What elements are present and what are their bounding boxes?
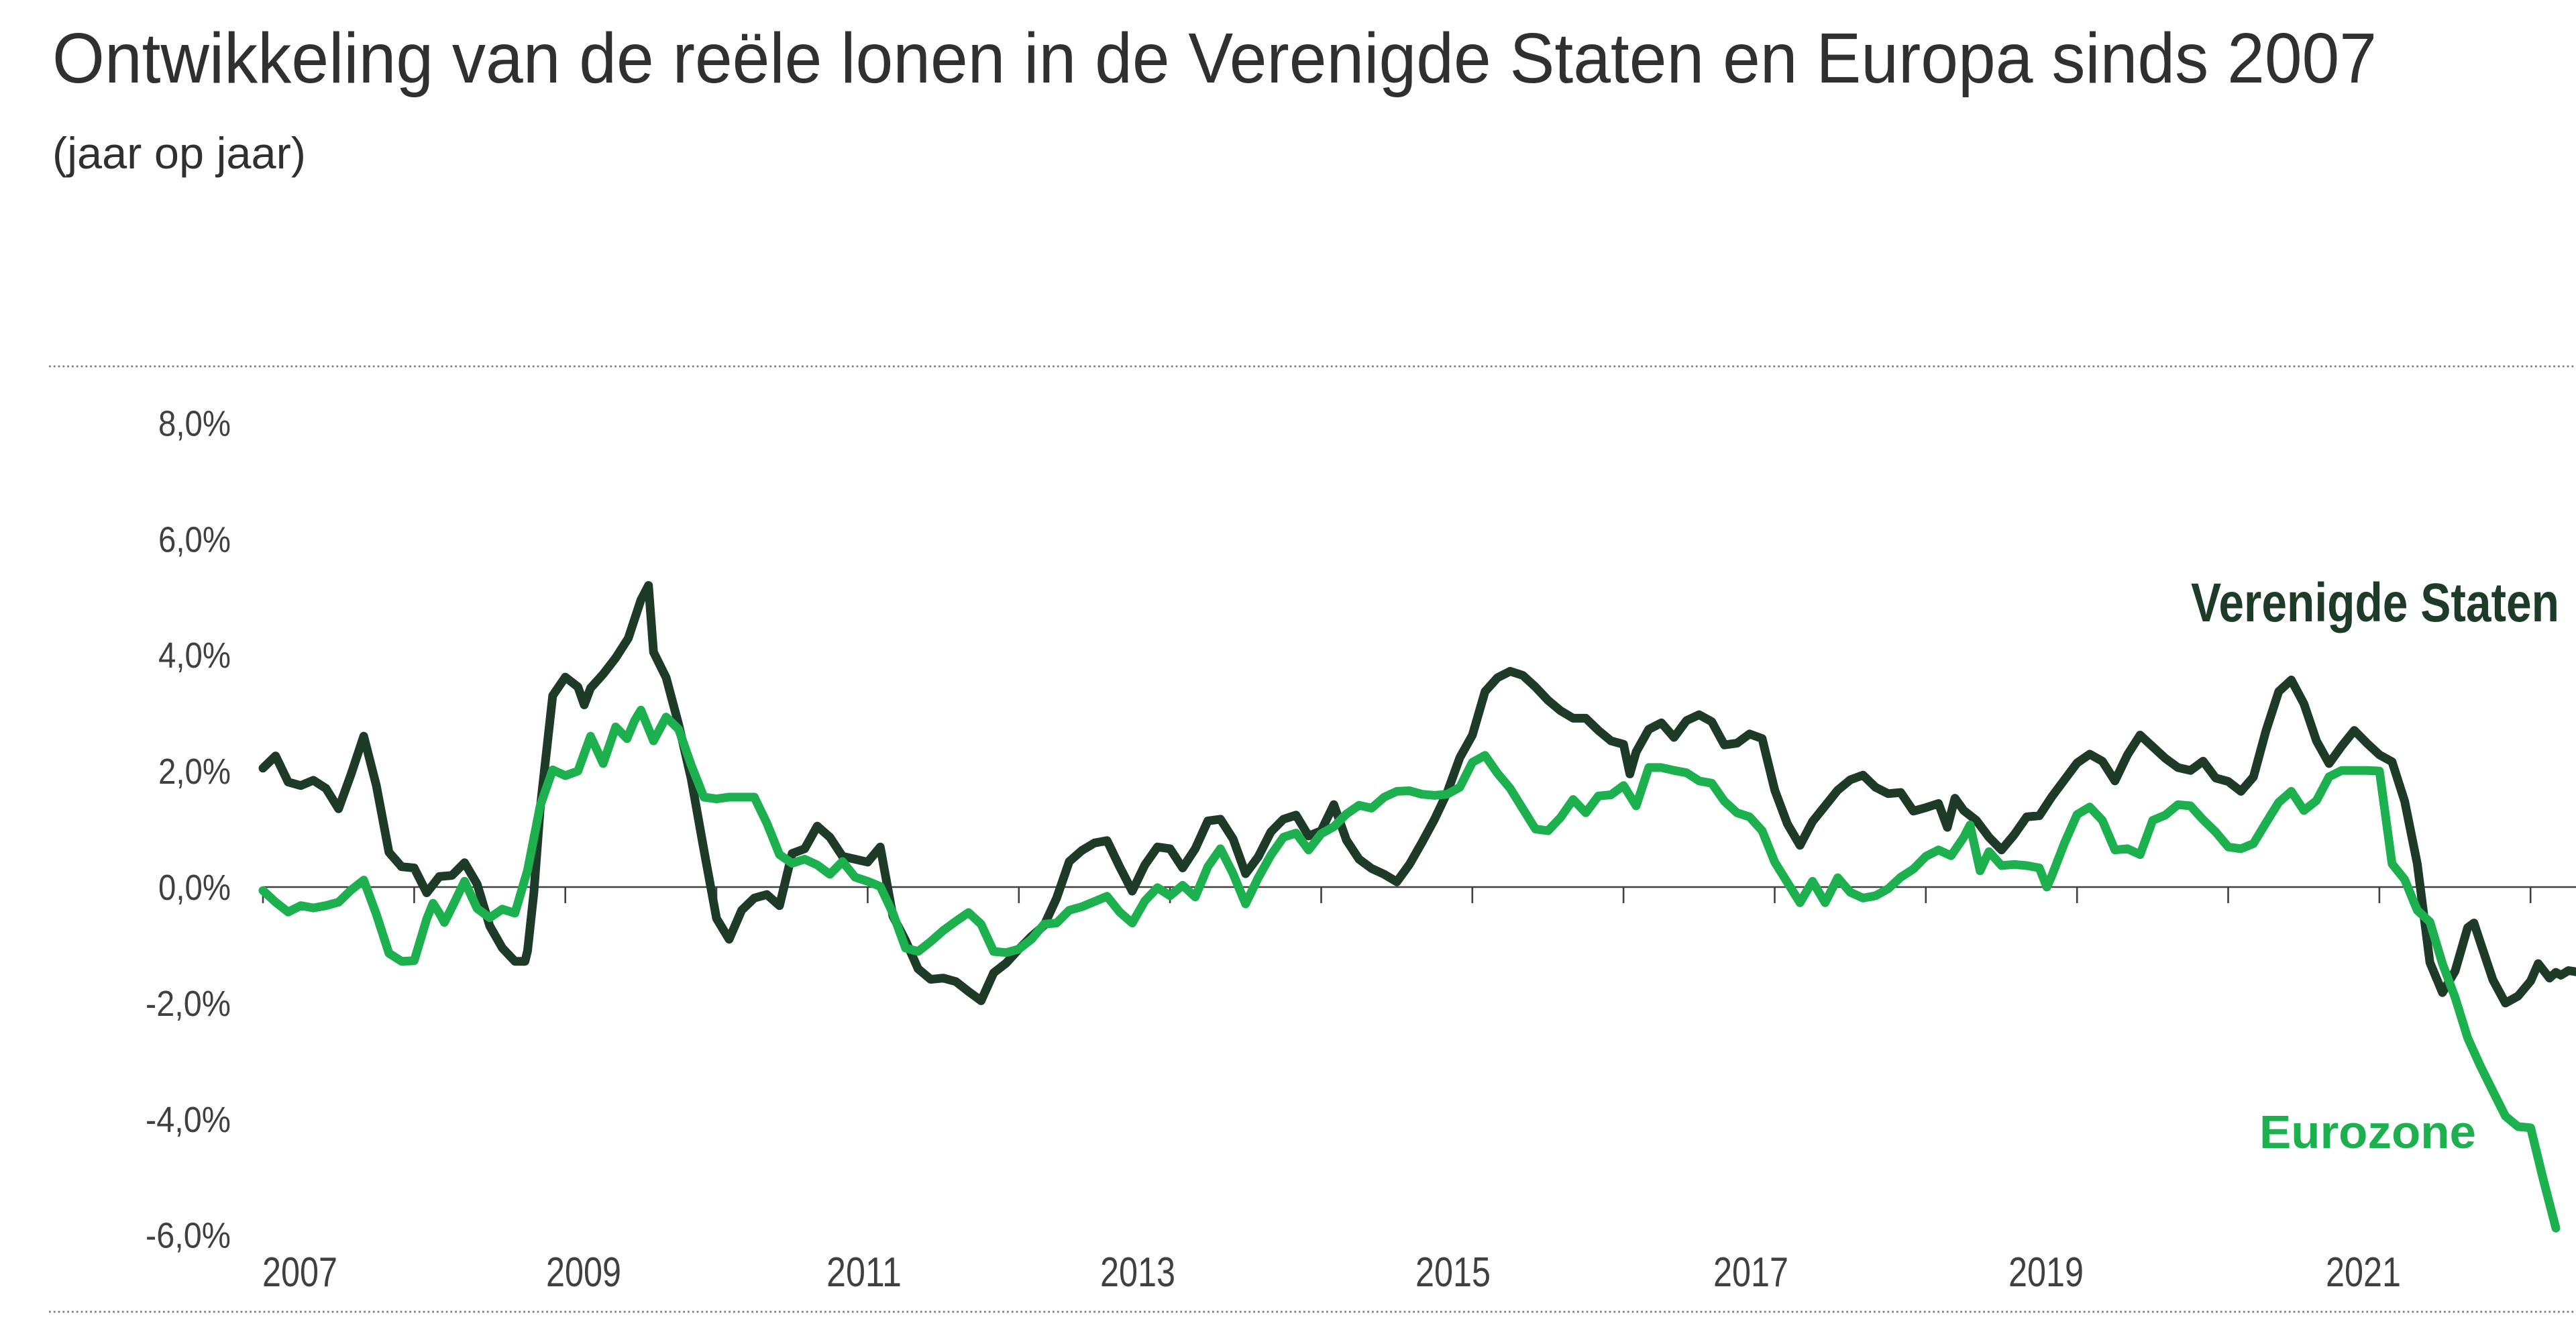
svg-text:2021: 2021: [2326, 1249, 2401, 1296]
svg-text:6,0%: 6,0%: [158, 519, 231, 560]
svg-text:2011: 2011: [826, 1249, 902, 1296]
svg-text:8,0%: 8,0%: [158, 403, 231, 444]
svg-text:-4,0%: -4,0%: [146, 1100, 231, 1140]
svg-text:2009: 2009: [546, 1249, 621, 1296]
svg-text:0,0%: 0,0%: [158, 868, 231, 908]
svg-text:2,0%: 2,0%: [158, 752, 231, 792]
svg-text:2019: 2019: [2008, 1249, 2084, 1296]
svg-text:2007: 2007: [262, 1249, 337, 1296]
svg-text:-6,0%: -6,0%: [146, 1216, 231, 1256]
svg-text:Ontwikkeling van de reële lone: Ontwikkeling van de reële lonen in de Ve…: [52, 19, 2377, 98]
svg-text:4,0%: 4,0%: [158, 635, 231, 676]
svg-text:Verenigde Staten: Verenigde Staten: [2191, 572, 2559, 633]
svg-text:-2,0%: -2,0%: [146, 984, 231, 1024]
svg-text:(jaar op jaar): (jaar op jaar): [52, 128, 306, 178]
svg-text:Eurozone: Eurozone: [2259, 1106, 2476, 1158]
svg-text:2015: 2015: [1415, 1249, 1491, 1296]
svg-text:2013: 2013: [1100, 1249, 1175, 1296]
svg-text:2017: 2017: [1713, 1249, 1788, 1296]
